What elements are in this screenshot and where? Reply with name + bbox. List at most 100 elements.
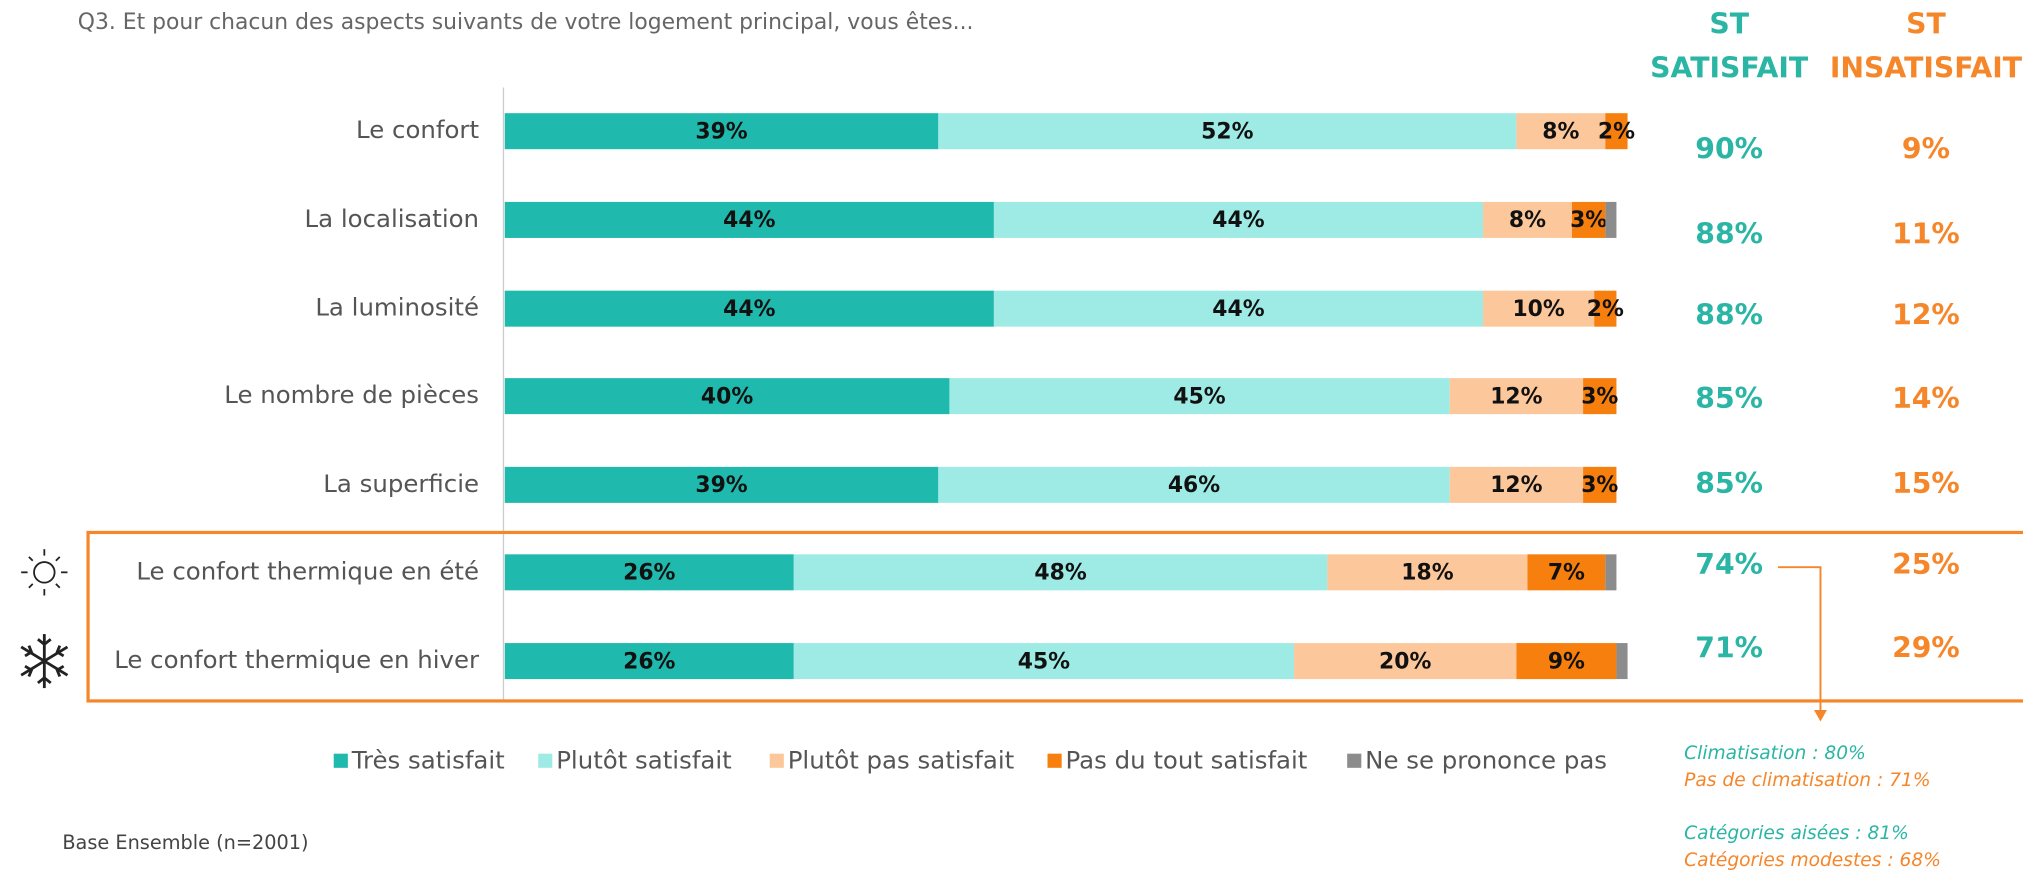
summary-value: 14% (1892, 382, 1960, 415)
summary-value: 74% (1695, 548, 1763, 581)
legend-label: Très satisfait (351, 745, 505, 774)
data-label: 44% (1212, 208, 1264, 233)
data-label: 2% (1587, 297, 1624, 322)
data-label: 2% (1598, 119, 1635, 144)
legend-label: Pas du tout satisfait (1066, 745, 1308, 774)
bar-segment (504, 643, 794, 680)
summary-value: 88% (1695, 298, 1763, 331)
data-label: 12% (1490, 384, 1542, 409)
bar-segment (1483, 290, 1595, 327)
category-label: Le confort thermique en hiver (114, 645, 480, 674)
bar-segment (1616, 643, 1628, 680)
data-label: 10% (1512, 297, 1564, 322)
bar-segment (1327, 554, 1528, 591)
bar-segment (1605, 554, 1617, 591)
bar-segment (1605, 201, 1617, 238)
bar-segment (938, 113, 1517, 150)
data-label: 7% (1548, 561, 1585, 586)
legend-swatch (1047, 753, 1062, 768)
bar-segment (1294, 643, 1517, 680)
bar-segment (1583, 378, 1617, 415)
category-label: La superficie (323, 469, 479, 498)
bar-segment (504, 290, 994, 327)
annotation: Climatisation : 80% (1684, 743, 1866, 764)
data-label: 20% (1379, 649, 1431, 674)
bar-segment (1594, 290, 1617, 327)
data-label: 39% (695, 119, 747, 144)
data-label: 3% (1581, 473, 1618, 498)
legend-swatch (769, 753, 784, 768)
bar-segment (793, 554, 1328, 591)
data-label: 12% (1490, 473, 1542, 498)
legend-swatch (1347, 753, 1362, 768)
data-label: 18% (1401, 561, 1453, 586)
bar-segment (1605, 113, 1628, 150)
bar-segment (993, 290, 1484, 327)
bar-segment (1516, 113, 1606, 150)
bar-segment (1571, 201, 1606, 238)
category-label: Le nombre de pièces (224, 380, 479, 409)
bar-segment (949, 378, 1450, 415)
highlight-box (86, 530, 2023, 703)
bar-segment (1583, 466, 1617, 503)
summary-value: 9% (1902, 132, 1950, 165)
summary-value: 12% (1892, 298, 1960, 331)
connector (1778, 566, 1822, 712)
column-header: SATISFAIT (1650, 51, 1809, 84)
data-label: 39% (695, 473, 747, 498)
data-label: 44% (723, 208, 775, 233)
data-label: 3% (1570, 208, 1607, 233)
column-header: ST (1906, 8, 1946, 41)
column-header: ST (1709, 8, 1749, 41)
data-label: 8% (1509, 208, 1546, 233)
legend-swatch (333, 753, 348, 768)
data-label: 9% (1548, 649, 1585, 674)
data-label: 44% (1212, 297, 1264, 322)
summary-value: 15% (1892, 467, 1960, 500)
summary-value: 71% (1695, 631, 1763, 664)
bar-segment (993, 201, 1484, 238)
summary-value: 25% (1892, 548, 1960, 581)
bar-segment (1516, 643, 1617, 680)
bar-segment (504, 113, 939, 150)
category-label: La luminosité (315, 293, 479, 322)
data-label: 46% (1168, 473, 1220, 498)
bar-segment (504, 466, 939, 503)
annotation: Catégories aisées : 81% (1684, 823, 1909, 844)
annotation: Pas de climatisation : 71% (1684, 770, 1930, 791)
summary-value: 85% (1695, 467, 1763, 500)
data-label: 26% (623, 561, 675, 586)
bar-segment (504, 554, 794, 591)
bar-segment (1527, 554, 1606, 591)
data-label: 8% (1542, 119, 1579, 144)
data-label: 44% (723, 297, 775, 322)
legend-label: Plutôt satisfait (556, 745, 732, 774)
bar-segment (1449, 378, 1584, 415)
chart-title: Q3. Et pour chacun des aspects suivants … (78, 10, 974, 35)
bar-segment (1483, 201, 1572, 238)
data-label: 48% (1034, 561, 1086, 586)
summary-value: 90% (1695, 132, 1763, 165)
data-label: 3% (1581, 384, 1618, 409)
connector-arrow (1814, 709, 1827, 722)
annotation: Catégories modestes : 68% (1684, 850, 1941, 871)
data-label: 45% (1018, 649, 1070, 674)
sun-icon (21, 549, 68, 596)
category-label: Le confort (356, 115, 479, 144)
legend-label: Ne se prononce pas (1365, 745, 1607, 774)
summary-value: 85% (1695, 382, 1763, 415)
data-label: 45% (1173, 384, 1225, 409)
bar-segment (504, 201, 994, 238)
bar-segment (504, 378, 950, 415)
column-header: INSATISFAIT (1830, 51, 2023, 84)
data-label: 26% (623, 649, 675, 674)
legend-label: Plutôt pas satisfait (788, 745, 1015, 774)
legend-swatch (538, 753, 553, 768)
summary-value: 11% (1892, 217, 1960, 250)
bar-segment (793, 643, 1295, 680)
snowflake-icon (20, 634, 69, 689)
category-label: La localisation (305, 204, 480, 233)
summary-value: 29% (1892, 631, 1960, 664)
